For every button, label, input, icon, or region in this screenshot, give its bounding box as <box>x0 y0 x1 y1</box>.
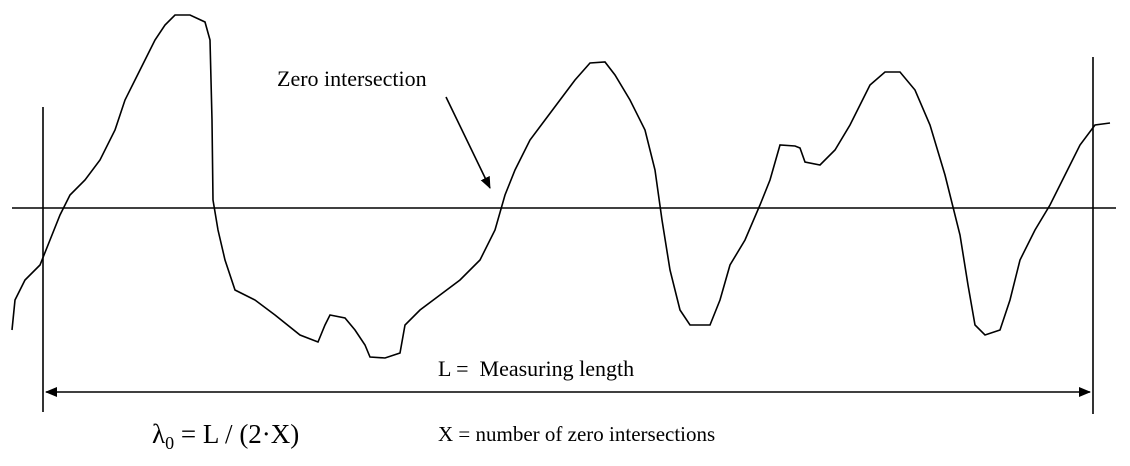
formula-expression: = L / (2·X) <box>174 419 299 449</box>
formula-symbol: λ <box>152 419 165 449</box>
profile <box>11 14 1111 359</box>
length-label: L = Measuring length <box>438 356 634 381</box>
formula-subscript: 0 <box>165 433 174 453</box>
annotation-label: Zero intersection <box>277 66 427 91</box>
formula: λ0 = L / (2·X) <box>152 419 299 453</box>
annotation-arrow <box>445 96 491 189</box>
legend-text: X = number of zero intersections <box>438 422 715 446</box>
